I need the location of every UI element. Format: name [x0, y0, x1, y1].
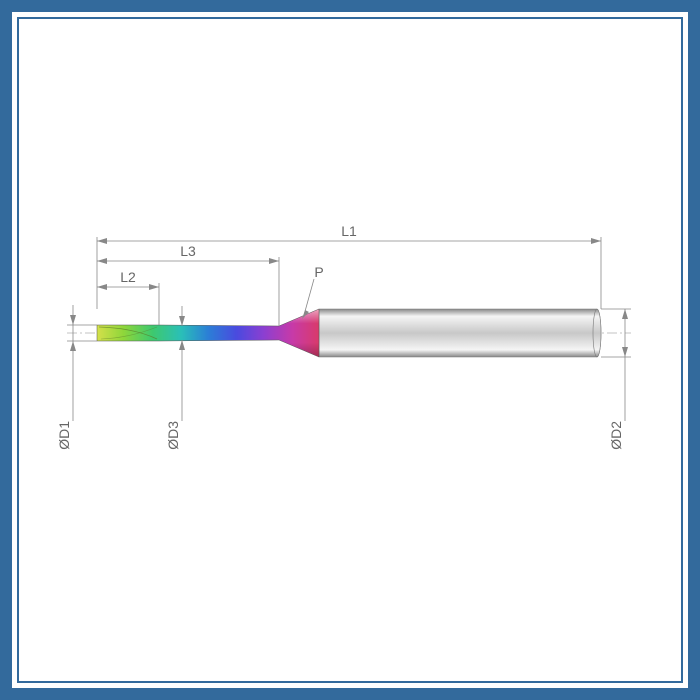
label-D2: ØD2	[608, 421, 624, 450]
tool-cutting-section	[97, 309, 319, 357]
diagram-svg: L1 L3 L2 P	[19, 19, 681, 681]
tool-shank	[319, 309, 601, 357]
dimension-D2: ØD2	[601, 309, 631, 450]
dimension-L1: L1	[97, 223, 601, 309]
label-D1: ØD1	[56, 421, 72, 450]
label-L1: L1	[341, 223, 357, 239]
label-D3: ØD3	[165, 421, 181, 450]
dimension-L2: L2	[97, 269, 159, 325]
inner-frame: L1 L3 L2 P	[17, 17, 683, 683]
label-P: P	[314, 264, 323, 280]
label-L3: L3	[180, 243, 196, 259]
outer-frame: L1 L3 L2 P	[0, 0, 700, 700]
dimension-D1: ØD1	[56, 305, 97, 450]
label-L2: L2	[120, 269, 136, 285]
